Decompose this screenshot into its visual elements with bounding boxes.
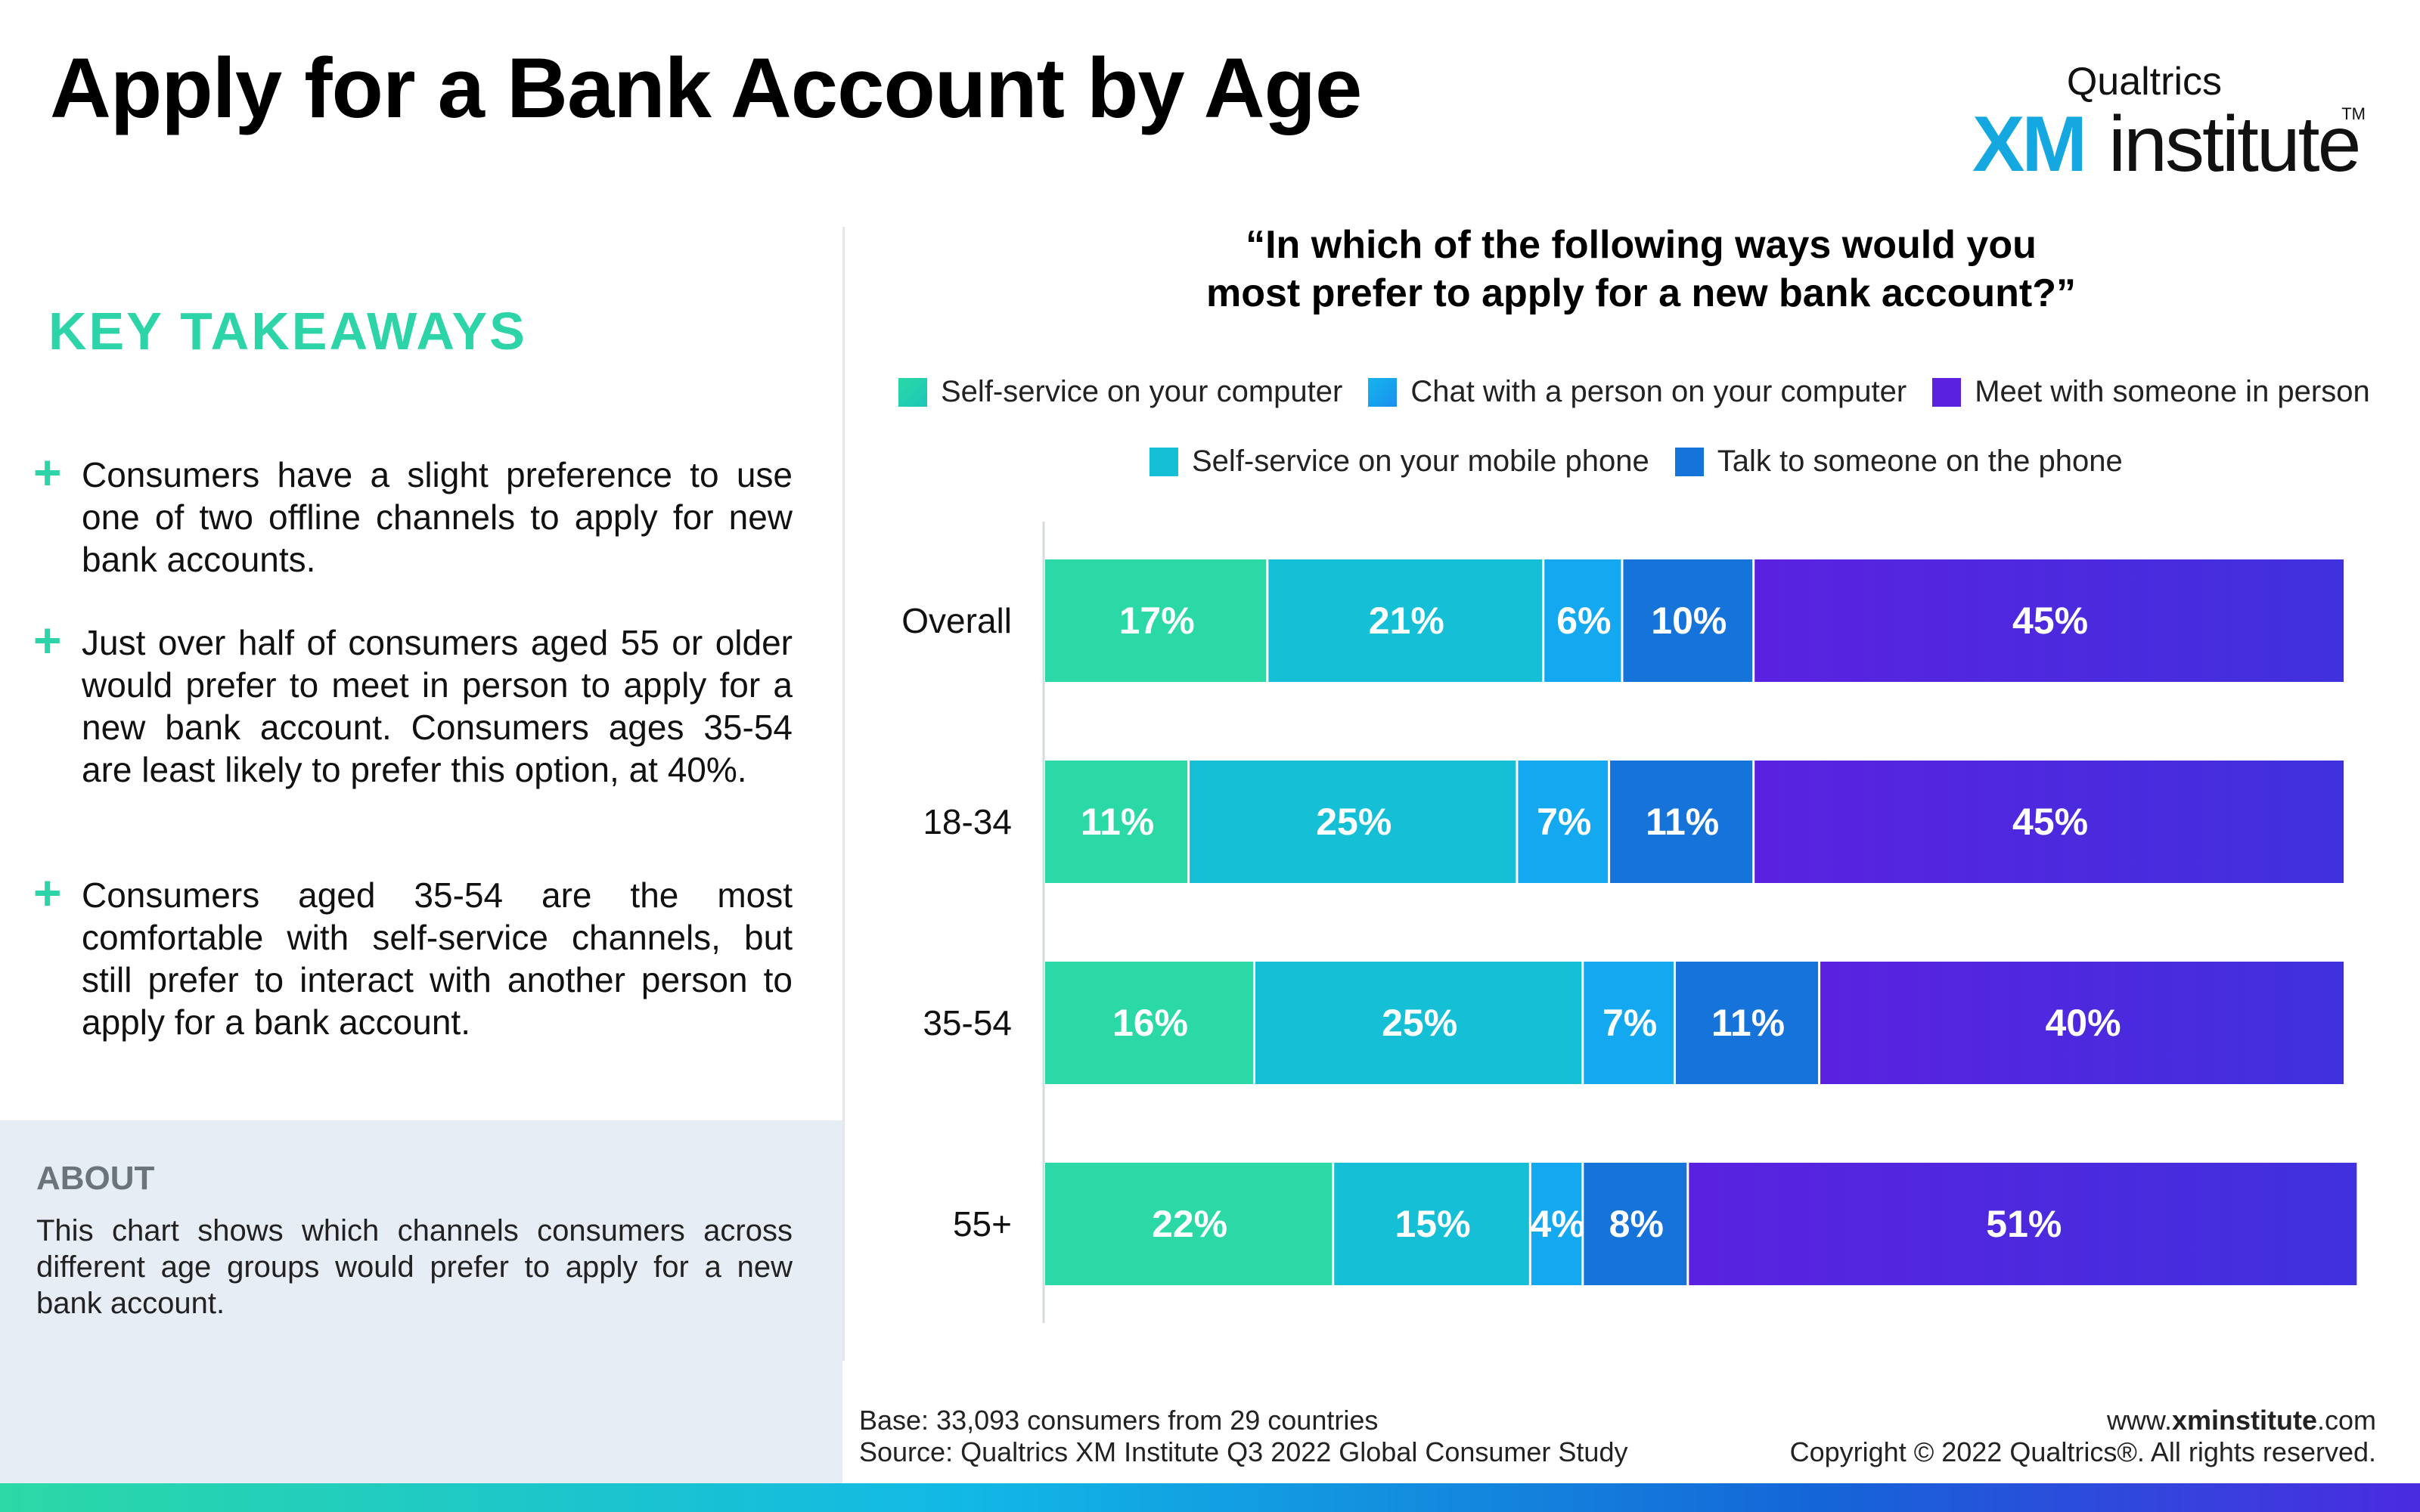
bar-segment (1584, 1163, 1687, 1285)
category-label: 35-54 (923, 1003, 1012, 1043)
brand-gradient-strip (0, 1483, 2420, 1512)
bar-value-label: 4% (1530, 1203, 1584, 1245)
legend-label: Self-service on your mobile phone (1192, 445, 1649, 478)
bar-value-label: 11% (1646, 801, 1719, 843)
bar-segment (1045, 761, 1188, 883)
bar-segment (1754, 559, 2344, 682)
source-note: Source: Qualtrics XM Institute Q3 2022 G… (859, 1436, 1628, 1467)
bar-segment (1820, 962, 2344, 1084)
legend-swatch (898, 377, 927, 407)
legend-swatch (1150, 447, 1178, 476)
plus-icon: + (33, 866, 62, 920)
legend-swatch (1674, 447, 1704, 476)
about-text: This chart shows which channels consumer… (36, 1214, 793, 1320)
bar-value-label: 16% (1112, 1002, 1188, 1044)
bar-segment (1190, 761, 1516, 883)
bar-value-label: 25% (1382, 1002, 1457, 1044)
chart-title-line: “In which of the following ways would yo… (1246, 223, 2037, 267)
bar-value-label: 45% (2012, 600, 2088, 642)
bar-value-label: 51% (1986, 1203, 2062, 1245)
logo-trademark: TM (2341, 104, 2366, 123)
logo-xm-text: XM (1972, 101, 2087, 188)
bar-value-label: 15% (1395, 1203, 1470, 1245)
takeaway-item: + Just over half of consumers aged 55 or… (33, 613, 793, 791)
legend-item: Self-service on your mobile phone (1150, 445, 1649, 479)
bar-value-label: 21% (1369, 600, 1444, 642)
chart-legend-row: Self-service on your mobile phone Talk t… (1150, 445, 2149, 479)
logo-brand-text: Qualtrics (2066, 60, 2222, 104)
bar-segment (1531, 1163, 1582, 1285)
category-label: 18-34 (923, 802, 1012, 841)
legend-item: Chat with a person on your computer (1368, 375, 1907, 409)
bar-segment (1610, 761, 1753, 883)
stacked-bar-chart: Overall 17% 21% 6% 10% 45% 18-34 11% 25% 7% 11% 45%… (901, 522, 2357, 1323)
bar-value-label: 6% (1556, 600, 1611, 642)
bar-segment (1518, 761, 1609, 883)
bar-segment (1754, 761, 2344, 883)
key-takeaways-heading: KEY TAKEAWAYS (48, 302, 527, 361)
chart-title: “In which of the following ways would yo… (1059, 221, 2223, 318)
takeaway-item: + Consumers have a slight preference to … (33, 445, 793, 581)
bar-segment (1255, 962, 1582, 1084)
legend-item: Meet with someone in person (1932, 375, 2370, 409)
about-panel: ABOUT This chart shows which channels co… (0, 1120, 842, 1483)
copyright-block: www.xminstitute.com Copyright © 2022 Qua… (1790, 1405, 2376, 1468)
chart-legend-row: Self-service on your computer Chat with … (898, 375, 2396, 409)
legend-item: Self-service on your computer (898, 375, 1342, 409)
bar-segment (1675, 962, 1819, 1084)
bar-segment (1544, 559, 1621, 682)
takeaway-item: + Consumers aged 35-54 are the most comf… (33, 866, 793, 1043)
xm-institute-logo: Qualtrics XM institute TM (1942, 59, 2366, 188)
bar-value-label: 25% (1316, 801, 1392, 843)
legend-label: Self-service on your computer (941, 375, 1343, 408)
bar-segment (1584, 962, 1674, 1084)
website-link[interactable]: www.xminstitute.com (2106, 1405, 2376, 1436)
legend-label: Meet with someone in person (1975, 375, 2370, 408)
bar-segment (1689, 1163, 2357, 1285)
bar-value-label: 7% (1602, 1002, 1657, 1044)
copyright-text: Copyright © 2022 Qualtrics®. All rights … (1789, 1436, 2376, 1467)
logo-institute-text: institute (2108, 101, 2361, 188)
bar-segment (1623, 559, 1753, 682)
bar-value-label: 7% (1537, 801, 1591, 843)
bar-value-label: 11% (1081, 801, 1154, 843)
bar-segment (1268, 559, 1543, 682)
takeaway-text: Consumers aged 35-54 are the most comfor… (82, 875, 793, 1042)
takeaway-text: Just over half of consumers aged 55 or o… (82, 623, 793, 789)
category-label: Overall (901, 601, 1012, 640)
bar-value-label: 40% (2045, 1002, 2121, 1044)
plus-icon: + (33, 445, 62, 500)
bar-segment (1045, 962, 1253, 1084)
bar-value-label: 45% (2012, 801, 2088, 843)
legend-swatch (1932, 377, 1962, 407)
legend-item: Talk to someone on the phone (1674, 445, 2123, 479)
page-title: Apply for a Bank Account by Age (50, 41, 1362, 135)
bar-segment (1045, 559, 1267, 682)
legend-label: Talk to someone on the phone (1717, 445, 2123, 478)
takeaway-text: Consumers have a slight preference to us… (82, 455, 793, 579)
panel-divider (842, 227, 845, 1361)
bar-value-label: 8% (1609, 1203, 1664, 1245)
legend-label: Chat with a person on your computer (1410, 375, 1907, 408)
base-note: Base: 33,093 consumers from 29 countries (859, 1405, 1379, 1436)
bar-value-label: 17% (1119, 600, 1195, 642)
chart-title-line: most prefer to apply for a new bank acco… (1206, 271, 2076, 315)
category-label: 55+ (953, 1204, 1012, 1244)
plus-icon: + (33, 613, 62, 668)
bar-value-label: 11% (1711, 1002, 1785, 1044)
bar-segment (1334, 1163, 1529, 1285)
bar-segment (1045, 1163, 1333, 1285)
chart-footnote: Base: 33,093 consumers from 29 countries… (859, 1405, 1627, 1468)
bar-value-label: 22% (1152, 1203, 1227, 1245)
bar-value-label: 10% (1651, 600, 1727, 642)
about-heading: ABOUT (36, 1160, 155, 1197)
legend-swatch (1368, 377, 1398, 407)
